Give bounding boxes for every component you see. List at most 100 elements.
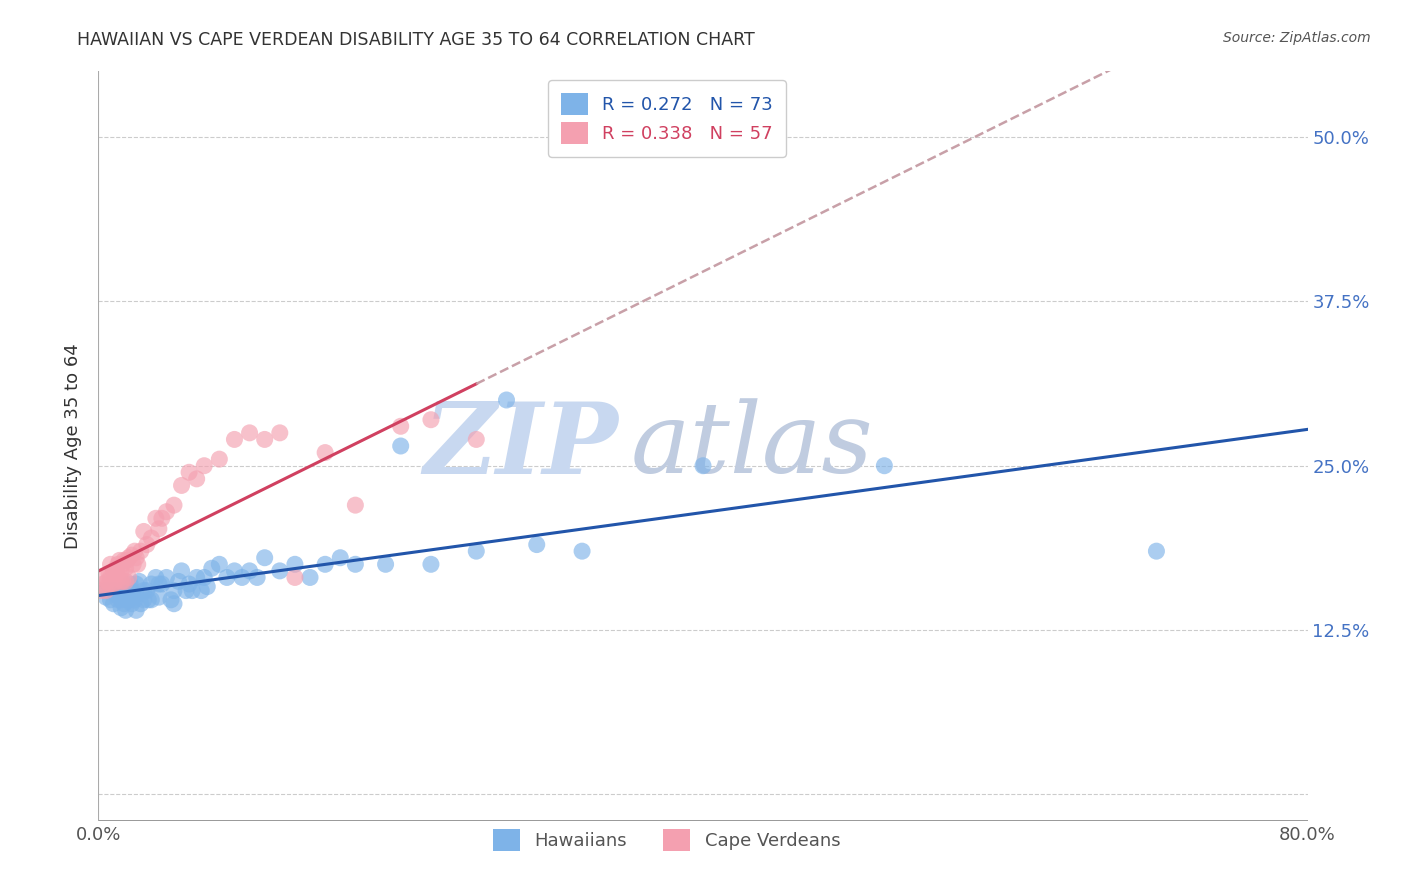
Point — [105, 561, 128, 575]
Point — [163, 498, 186, 512]
Point — [103, 583, 125, 598]
Point — [104, 566, 127, 581]
Point — [103, 564, 125, 578]
Point — [118, 592, 141, 607]
Point — [215, 570, 238, 584]
Y-axis label: Disability Age 35 to 64: Disability Age 35 to 64 — [65, 343, 83, 549]
Point — [100, 558, 122, 572]
Point — [98, 577, 121, 591]
Point — [1144, 544, 1167, 558]
Point — [170, 478, 193, 492]
Point — [389, 419, 412, 434]
Point — [111, 558, 134, 572]
Text: ZIP: ZIP — [423, 398, 619, 494]
Point — [103, 597, 125, 611]
Point — [174, 583, 197, 598]
Point — [100, 570, 122, 584]
Text: atlas: atlas — [630, 399, 873, 493]
Point — [344, 558, 367, 572]
Point — [93, 570, 115, 584]
Point — [129, 597, 152, 611]
Point — [112, 597, 135, 611]
Point — [129, 544, 152, 558]
Point — [150, 511, 173, 525]
Point — [132, 583, 155, 598]
Point — [124, 592, 146, 607]
Point — [284, 570, 307, 584]
Point — [121, 548, 143, 562]
Point — [201, 561, 224, 575]
Point — [299, 570, 322, 584]
Point — [420, 558, 443, 572]
Point — [465, 433, 488, 447]
Point — [344, 498, 367, 512]
Point — [98, 566, 121, 581]
Point — [208, 558, 231, 572]
Point — [181, 583, 204, 598]
Point — [141, 577, 163, 591]
Point — [269, 564, 291, 578]
Point — [105, 574, 128, 589]
Point — [571, 544, 593, 558]
Point — [108, 553, 131, 567]
Point — [224, 564, 246, 578]
Point — [91, 577, 114, 591]
Point — [692, 458, 714, 473]
Point — [110, 600, 132, 615]
Point — [94, 583, 117, 598]
Point — [114, 574, 136, 589]
Point — [105, 588, 128, 602]
Point — [195, 580, 218, 594]
Point — [132, 592, 155, 607]
Point — [145, 511, 167, 525]
Point — [163, 583, 186, 598]
Point — [167, 574, 190, 589]
Point — [110, 564, 132, 578]
Point — [314, 445, 336, 459]
Point — [100, 592, 122, 607]
Point — [128, 574, 150, 589]
Point — [526, 538, 548, 552]
Point — [94, 590, 117, 604]
Point — [115, 553, 138, 567]
Point — [111, 574, 134, 589]
Text: HAWAIIAN VS CAPE VERDEAN DISABILITY AGE 35 TO 64 CORRELATION CHART: HAWAIIAN VS CAPE VERDEAN DISABILITY AGE … — [77, 31, 755, 49]
Point — [314, 558, 336, 572]
Point — [179, 577, 201, 591]
Point — [269, 425, 291, 440]
Point — [141, 531, 163, 545]
Point — [118, 583, 141, 598]
Point — [163, 597, 186, 611]
Point — [122, 590, 145, 604]
Point — [148, 522, 170, 536]
Point — [186, 472, 208, 486]
Point — [125, 577, 148, 591]
Point — [186, 570, 208, 584]
Point — [120, 577, 142, 591]
Point — [193, 570, 215, 584]
Point — [135, 538, 157, 552]
Point — [284, 558, 307, 572]
Point — [239, 564, 262, 578]
Point — [179, 465, 201, 479]
Point — [125, 588, 148, 602]
Point — [103, 577, 125, 591]
Point — [96, 574, 118, 589]
Point — [148, 577, 170, 591]
Point — [141, 592, 163, 607]
Point — [90, 583, 112, 598]
Point — [193, 458, 215, 473]
Point — [101, 577, 124, 591]
Text: Source: ZipAtlas.com: Source: ZipAtlas.com — [1223, 31, 1371, 45]
Point — [145, 570, 167, 584]
Point — [107, 592, 129, 607]
Point — [122, 558, 145, 572]
Point — [150, 577, 173, 591]
Point — [114, 603, 136, 617]
Point — [329, 550, 352, 565]
Point — [155, 570, 177, 584]
Point — [114, 588, 136, 602]
Point — [125, 550, 148, 565]
Point — [253, 550, 276, 565]
Point — [111, 590, 134, 604]
